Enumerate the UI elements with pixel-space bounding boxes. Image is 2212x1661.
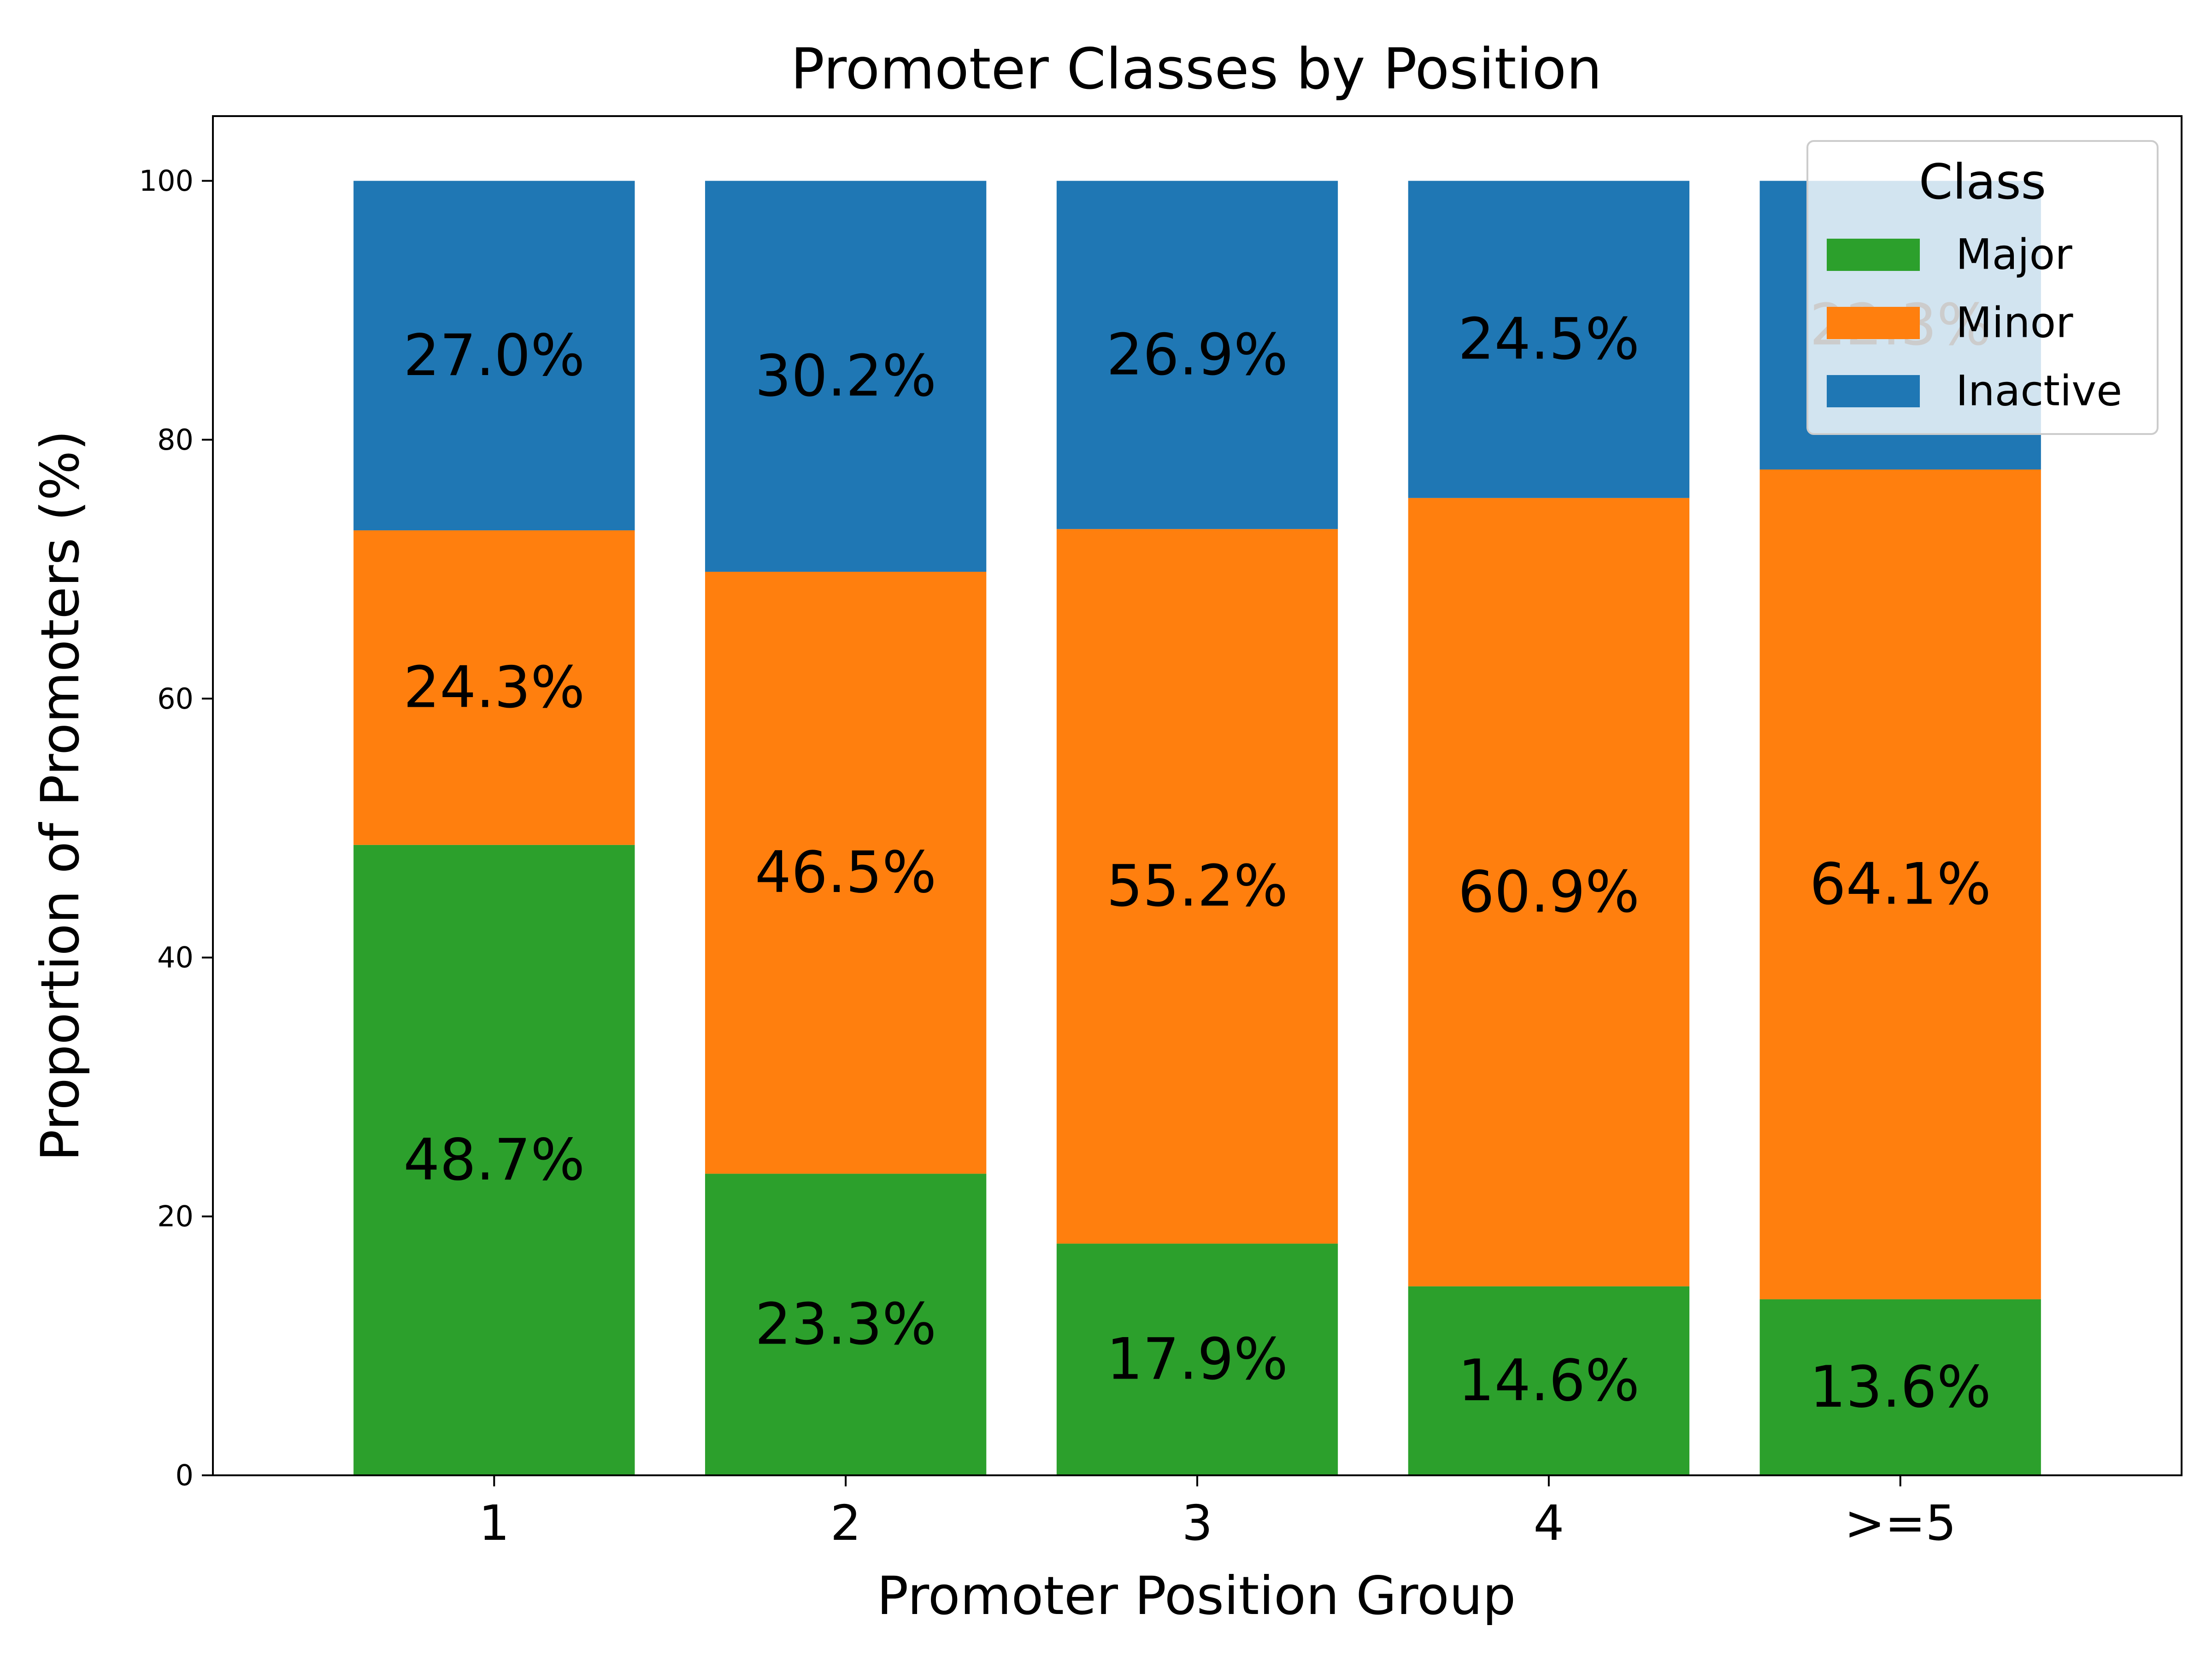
- x-tick-label: 1: [479, 1495, 510, 1551]
- bar-major-3: [1056, 1244, 1338, 1475]
- bar-label-inactive-1: 27.0%: [403, 323, 585, 389]
- bar-label-major-4: 14.6%: [1458, 1348, 1640, 1414]
- bar-label-major-2: 23.3%: [755, 1291, 936, 1358]
- legend-label-major: Major: [1956, 231, 2072, 279]
- bar-label-minor-2: 46.5%: [755, 839, 936, 906]
- legend-label-minor: Minor: [1956, 299, 2073, 347]
- bar-major-1: [353, 845, 635, 1475]
- x-tick-label: >=5: [1844, 1495, 1956, 1551]
- x-axis-label: Promoter Position Group: [877, 1565, 1516, 1626]
- plot-area: [353, 181, 2041, 1475]
- bar-inactive-4: [1408, 181, 1689, 498]
- x-tick-label: 4: [1533, 1495, 1564, 1551]
- bar-minor-2: [705, 571, 987, 1174]
- bar-major-4: [1408, 1286, 1689, 1475]
- bar-minor-1: [353, 530, 635, 845]
- bar-inactive-1: [353, 181, 635, 531]
- bar-minor-4: [1408, 498, 1689, 1286]
- legend-swatch-minor: [1827, 307, 1920, 339]
- bar-minor-5: [1759, 470, 2041, 1299]
- y-tick-label: 20: [157, 1200, 194, 1233]
- y-axis: 0 20 40 60 80 100: [139, 164, 213, 1492]
- x-axis: 1 2 3 4 >=5: [479, 1475, 1956, 1551]
- x-tick-label: 3: [1182, 1495, 1213, 1551]
- y-axis-label: Proportion of Promoters (%): [29, 430, 91, 1162]
- bar-label-inactive-2: 30.2%: [755, 343, 936, 410]
- bar-label-minor-1: 24.3%: [403, 654, 585, 721]
- bar-major-5: [1759, 1299, 2041, 1475]
- x-tick-label: 2: [830, 1495, 861, 1551]
- bar-label-inactive-4: 24.5%: [1458, 306, 1640, 373]
- legend-swatch-inactive: [1827, 375, 1920, 407]
- chart-title: Promoter Classes by Position: [791, 36, 1602, 102]
- y-tick-label: 60: [157, 682, 194, 716]
- bar-inactive-3: [1056, 181, 1338, 529]
- legend-box: [1806, 140, 2159, 435]
- y-tick-label: 40: [157, 941, 194, 974]
- y-tick-label: 80: [157, 423, 194, 457]
- y-tick-label: 0: [176, 1459, 194, 1492]
- bar-label-minor-5: 64.1%: [1810, 851, 1991, 917]
- bar-label-major-3: 17.9%: [1106, 1326, 1288, 1393]
- bar-label-minor-3: 55.2%: [1106, 853, 1288, 920]
- bar-label-major-5: 13.6%: [1810, 1354, 1991, 1420]
- bar-major-2: [705, 1174, 987, 1475]
- bar-label-minor-4: 60.9%: [1458, 859, 1640, 925]
- bar-label-major-1: 48.7%: [403, 1127, 585, 1193]
- bar-minor-3: [1056, 529, 1338, 1244]
- legend-swatch-major: [1827, 239, 1920, 271]
- bar-inactive-2: [705, 181, 987, 572]
- legend-label-inactive: Inactive: [1956, 367, 2122, 416]
- bar-label-inactive-3: 26.9%: [1106, 322, 1288, 388]
- legend-title: Class: [1919, 154, 2046, 210]
- legend: Class Major Minor Inactive: [1806, 140, 2159, 435]
- y-tick-label: 100: [139, 164, 194, 198]
